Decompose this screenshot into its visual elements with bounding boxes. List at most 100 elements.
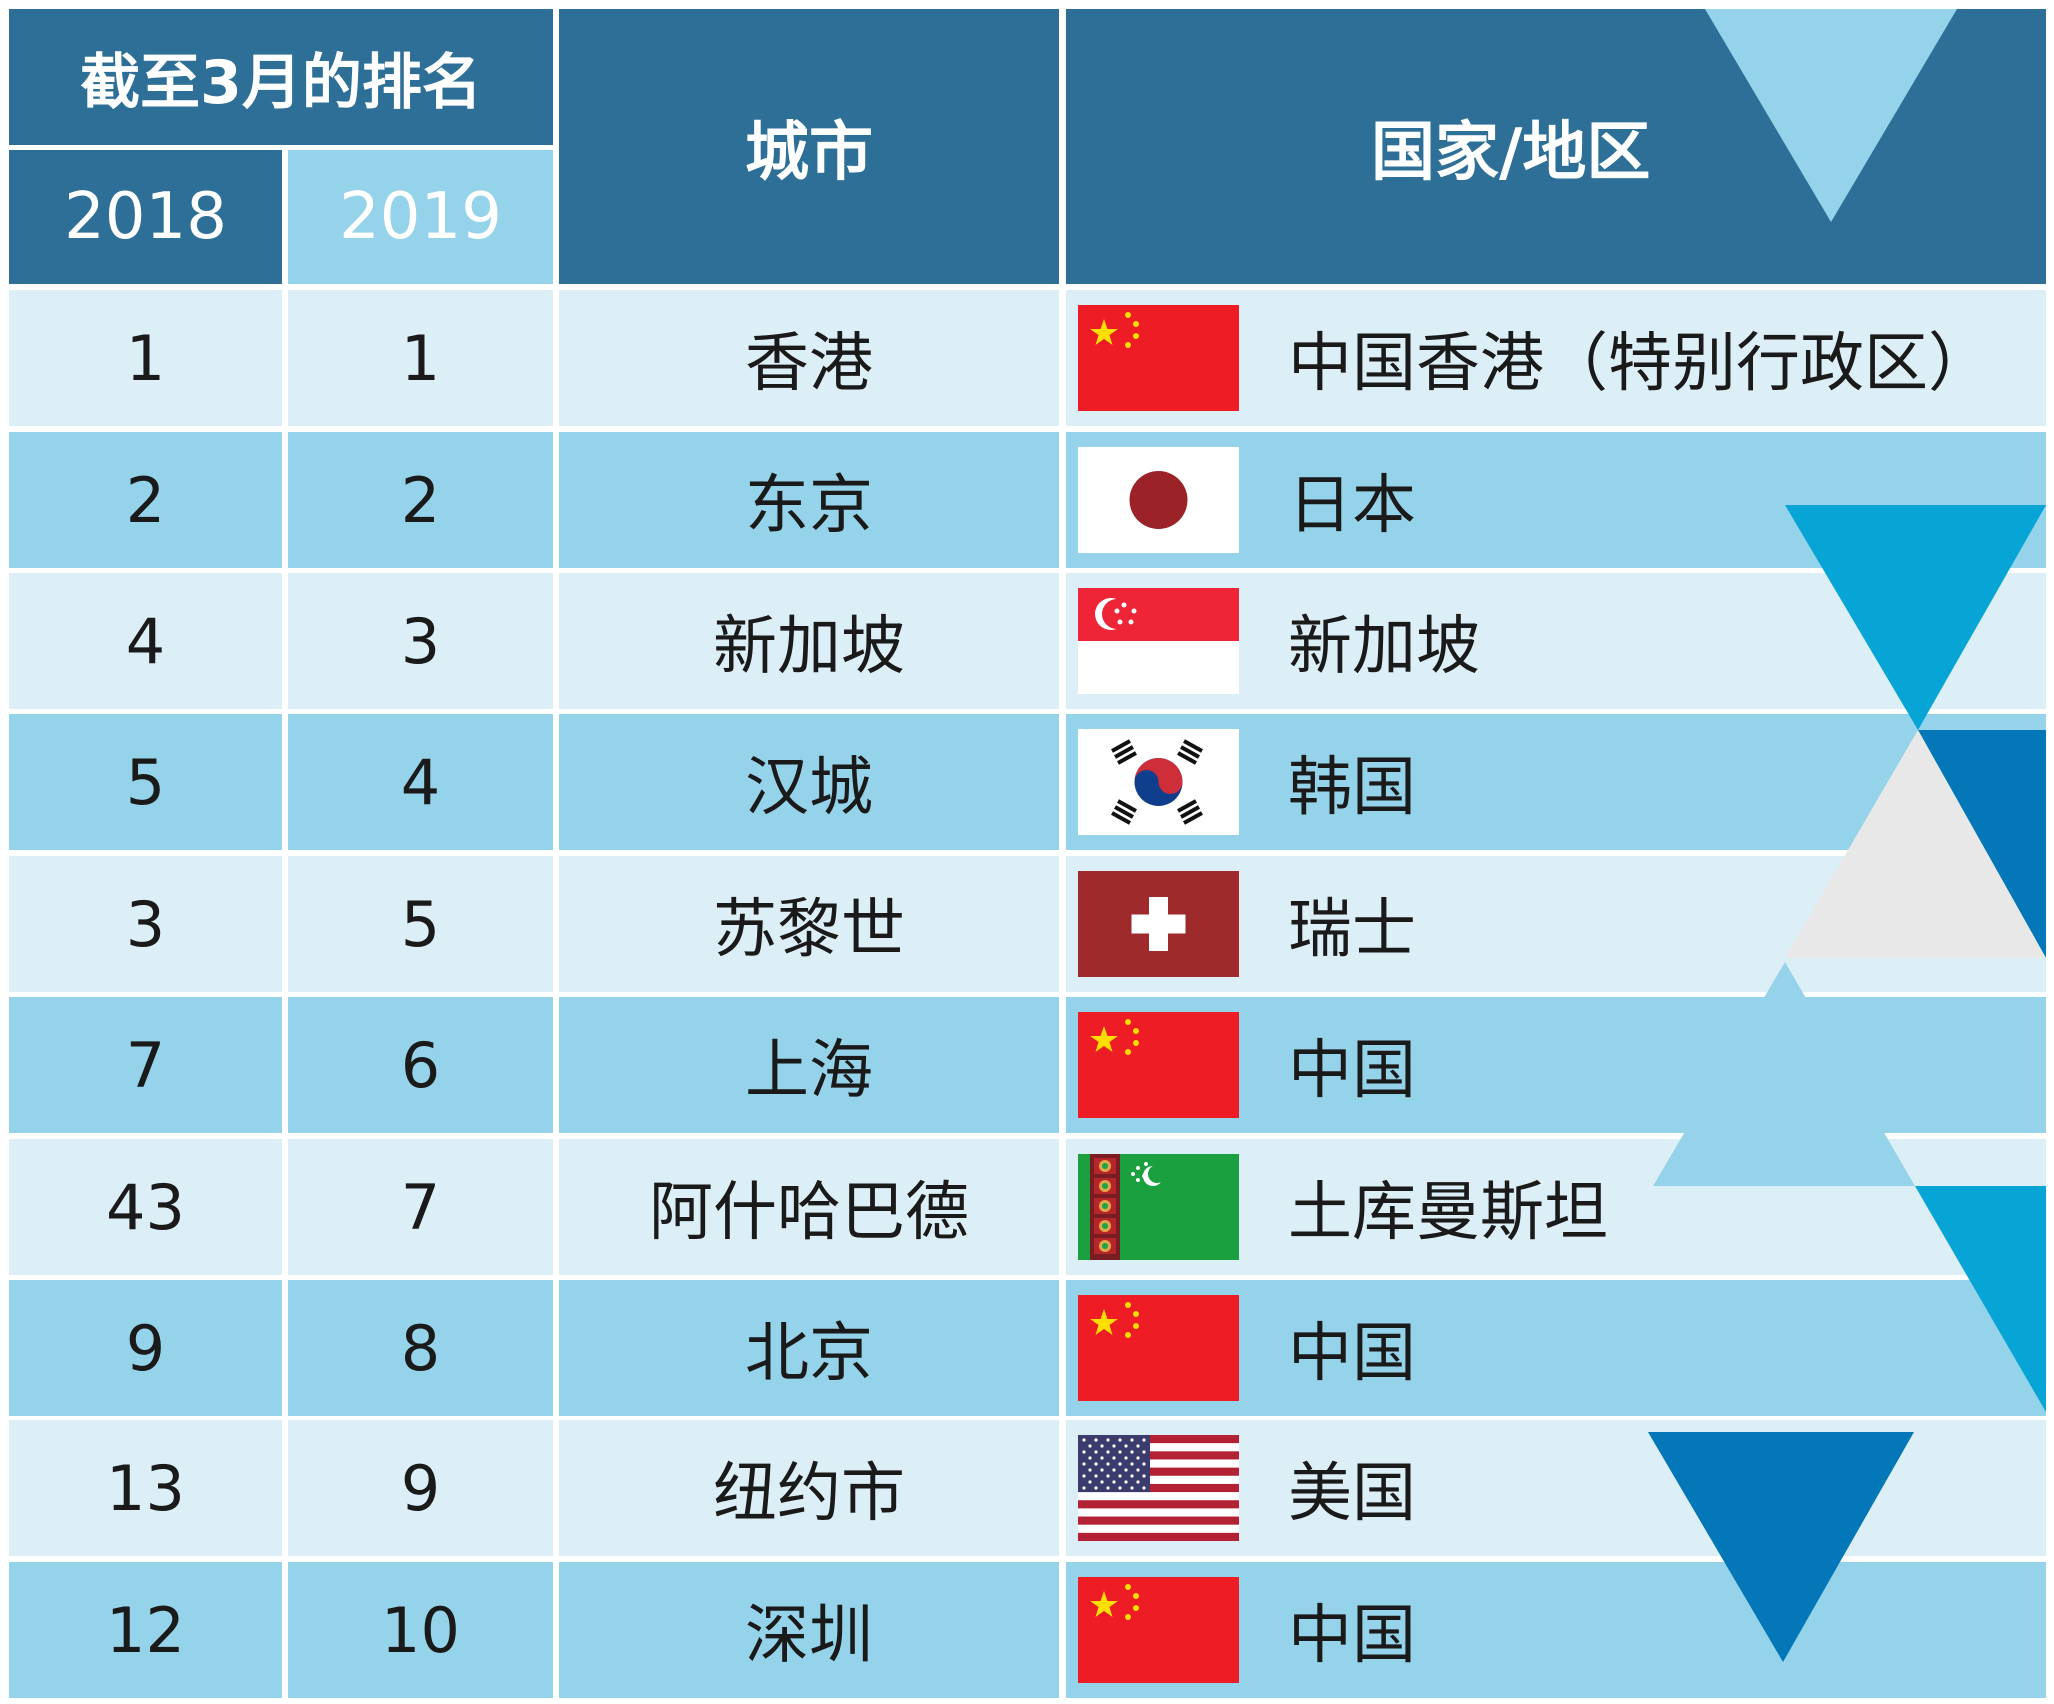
rank-2019-value: 5 bbox=[400, 887, 441, 961]
rank-2019-cell: 1 bbox=[288, 290, 553, 426]
country-cell: 韩国 bbox=[1066, 714, 2046, 850]
year-2019-header: 2019 bbox=[288, 150, 553, 284]
city-name: 深圳 bbox=[745, 1599, 873, 1673]
rank-2018-value: 3 bbox=[125, 887, 166, 961]
country-column-header: 国家/地区 bbox=[1066, 9, 2046, 284]
country-name: 中国 bbox=[1288, 1599, 1416, 1673]
rank-2018-value: 7 bbox=[125, 1028, 166, 1102]
rank-2018-value: 43 bbox=[106, 1170, 185, 1244]
city-name: 上海 bbox=[745, 1034, 873, 1108]
rank-2019-value: 4 bbox=[400, 745, 441, 819]
city-cell: 新加坡 bbox=[559, 573, 1059, 709]
city-cell: 阿什哈巴德 bbox=[559, 1139, 1059, 1275]
rank-2019-value: 9 bbox=[400, 1451, 441, 1525]
china-flag-icon bbox=[1078, 1295, 1239, 1401]
rank-2018-cell: 1 bbox=[9, 290, 282, 426]
country-cell: 瑞士 bbox=[1066, 856, 2046, 992]
rank-2019-value: 10 bbox=[381, 1593, 460, 1667]
rank-2018-cell: 3 bbox=[9, 856, 282, 992]
year-2019-label: 2019 bbox=[339, 180, 502, 254]
city-name: 新加坡 bbox=[713, 610, 905, 684]
rank-2019-value: 8 bbox=[400, 1311, 441, 1385]
rank-2018-cell: 2 bbox=[9, 432, 282, 568]
rank-2018-value: 4 bbox=[125, 604, 166, 678]
rank-2019-cell: 8 bbox=[288, 1280, 553, 1416]
rank-2018-cell: 12 bbox=[9, 1562, 282, 1698]
rank-2019-value: 1 bbox=[400, 321, 441, 395]
rank-2018-cell: 13 bbox=[9, 1420, 282, 1556]
city-name: 汉城 bbox=[745, 751, 873, 825]
rank-2019-value: 6 bbox=[400, 1028, 441, 1102]
switzerland-flag-icon bbox=[1078, 871, 1239, 977]
city-cell: 汉城 bbox=[559, 714, 1059, 850]
rank-2019-cell: 6 bbox=[288, 997, 553, 1133]
rank-2018-value: 13 bbox=[106, 1451, 185, 1525]
city-name: 苏黎世 bbox=[713, 893, 905, 967]
rank-2019-cell: 5 bbox=[288, 856, 553, 992]
country-column-label: 国家/地区 bbox=[1371, 115, 1651, 190]
rank-2018-cell: 9 bbox=[9, 1280, 282, 1416]
city-name: 香港 bbox=[745, 327, 873, 401]
country-cell: 中国香港（特别行政区） bbox=[1066, 290, 2046, 426]
rank-2018-value: 9 bbox=[125, 1311, 166, 1385]
rank-2019-cell: 7 bbox=[288, 1139, 553, 1275]
country-cell: 中国 bbox=[1066, 997, 2046, 1133]
city-cell: 深圳 bbox=[559, 1562, 1059, 1698]
country-name: 新加坡 bbox=[1288, 610, 1480, 684]
city-cell: 苏黎世 bbox=[559, 856, 1059, 992]
country-cell: 日本 bbox=[1066, 432, 2046, 568]
city-column-label: 城市 bbox=[745, 115, 873, 190]
ranking-title: 截至3月的排名 bbox=[80, 47, 482, 118]
city-name: 纽约市 bbox=[713, 1457, 905, 1531]
rank-2018-cell: 5 bbox=[9, 714, 282, 850]
rank-2018-value: 2 bbox=[125, 463, 166, 537]
city-name: 北京 bbox=[745, 1317, 873, 1391]
singapore-flag-icon bbox=[1078, 588, 1239, 694]
rank-2018-cell: 7 bbox=[9, 997, 282, 1133]
city-name: 阿什哈巴德 bbox=[649, 1176, 969, 1250]
city-column-header: 城市 bbox=[559, 9, 1059, 284]
ranking-title-header: 截至3月的排名 bbox=[9, 9, 553, 145]
country-name: 美国 bbox=[1288, 1457, 1416, 1531]
country-cell: 新加坡 bbox=[1066, 573, 2046, 709]
rank-2018-value: 1 bbox=[125, 321, 166, 395]
rank-2018-value: 5 bbox=[125, 745, 166, 819]
city-cell: 纽约市 bbox=[559, 1420, 1059, 1556]
country-name: 韩国 bbox=[1288, 751, 1416, 825]
country-name: 瑞士 bbox=[1288, 893, 1416, 967]
rank-2018-value: 12 bbox=[106, 1593, 185, 1667]
country-name: 土库曼斯坦 bbox=[1288, 1176, 1608, 1250]
year-2018-label: 2018 bbox=[64, 180, 227, 254]
year-2018-header: 2018 bbox=[9, 150, 282, 284]
rank-2019-cell: 10 bbox=[288, 1562, 553, 1698]
rank-2019-value: 3 bbox=[400, 604, 441, 678]
south-korea-flag-icon bbox=[1078, 729, 1239, 835]
rank-2019-value: 7 bbox=[400, 1170, 441, 1244]
country-name: 中国 bbox=[1288, 1034, 1416, 1108]
rank-2019-cell: 9 bbox=[288, 1420, 553, 1556]
country-cell: 中国 bbox=[1066, 1280, 2046, 1416]
country-name: 中国 bbox=[1288, 1317, 1416, 1391]
city-cell: 东京 bbox=[559, 432, 1059, 568]
rank-2018-cell: 43 bbox=[9, 1139, 282, 1275]
rank-2018-cell: 4 bbox=[9, 573, 282, 709]
country-cell: 中国 bbox=[1066, 1562, 2046, 1698]
country-cell: 土库曼斯坦 bbox=[1066, 1139, 2046, 1275]
city-cell: 香港 bbox=[559, 290, 1059, 426]
china-flag-icon bbox=[1078, 1012, 1239, 1118]
city-cell: 上海 bbox=[559, 997, 1059, 1133]
turkmenistan-flag-icon bbox=[1078, 1154, 1239, 1260]
usa-flag-icon bbox=[1078, 1435, 1239, 1541]
china-flag-icon bbox=[1078, 305, 1239, 411]
japan-flag-icon bbox=[1078, 447, 1239, 553]
rank-2019-cell: 3 bbox=[288, 573, 553, 709]
rank-2019-value: 2 bbox=[400, 463, 441, 537]
city-name: 东京 bbox=[745, 469, 873, 543]
rank-2019-cell: 2 bbox=[288, 432, 553, 568]
country-name: 日本 bbox=[1288, 469, 1416, 543]
country-cell: 美国 bbox=[1066, 1420, 2046, 1556]
rank-2019-cell: 4 bbox=[288, 714, 553, 850]
country-name: 中国香港（特别行政区） bbox=[1288, 327, 1992, 401]
china-flag-icon bbox=[1078, 1577, 1239, 1683]
